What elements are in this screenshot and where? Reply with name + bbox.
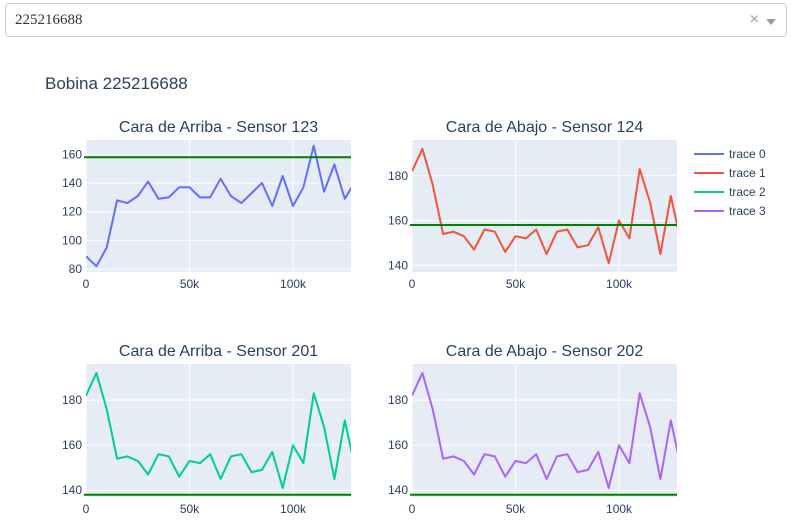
legend-label: trace 1 [729,166,766,180]
x-tick-label: 100k [606,502,633,516]
y-tick-label: 160 [388,214,408,228]
y-tick-label: 180 [62,393,82,407]
legend: trace 0 trace 1 trace 2 trace 3 [694,147,766,218]
series-line-trace-0 [86,144,351,268]
subplot-title: Cara de Abajo - Sensor 202 [446,343,644,360]
series-line-trace-3 [412,372,677,489]
y-tick-label: 120 [62,205,82,219]
x-tick-label: 50k [506,277,526,291]
legend-label: trace 3 [729,204,766,218]
y-tick-label: 160 [62,438,82,452]
plot-area-background [412,140,677,272]
x-tick-label: 100k [606,277,633,291]
y-tick-label: 140 [62,483,82,497]
y-tick-label: 140 [388,258,408,272]
x-tick-label: 100k [280,502,307,516]
y-tick-label: 180 [388,169,408,183]
subplot-4: 0 50k 100k 140 160 180 Cara de Abajo - Sensor … [388,343,677,516]
series-line-trace-1 [412,147,677,265]
subplot-1: 0 50k 100k 80 100 120 140 160 Cara de Arriba - S… [62,119,351,291]
plot-area-background [86,364,351,497]
x-tick-label: 100k [280,277,307,291]
figure-title: Bobina 225216688 [45,74,188,93]
subplot-3: 0 50k 100k 140 160 180 Cara de Arriba - Sensor… [62,343,351,516]
x-tick-label: 50k [180,277,200,291]
y-tick-label: 180 [388,393,408,407]
x-tick-label: 0 [83,277,90,291]
subplot-2: 0 50k 100k 140 160 180 Cara de Abajo - Sensor … [388,119,677,291]
y-tick-label: 140 [388,483,408,497]
caret-down-icon[interactable] [766,19,776,25]
y-tick-label: 160 [388,438,408,452]
subplot-title: Cara de Arriba - Sensor 123 [119,119,318,136]
y-tick-label: 160 [62,147,82,161]
x-tick-label: 0 [409,502,416,516]
x-tick-label: 0 [409,277,416,291]
y-tick-label: 100 [62,233,82,247]
x-tick-label: 50k [180,502,200,516]
plot-area-background [412,364,677,497]
subplot-title: Cara de Arriba - Sensor 201 [119,343,318,360]
clear-selection-icon[interactable]: × [749,11,759,28]
plot-area-background [86,140,351,272]
select-current-value: 225216688 [15,12,83,28]
x-tick-label: 0 [83,502,90,516]
y-tick-label: 140 [62,176,82,190]
legend-label: trace 2 [729,185,766,199]
subplot-title: Cara de Abajo - Sensor 124 [446,119,644,136]
y-tick-label: 80 [69,262,83,276]
coil-select-dropdown[interactable]: 225216688 × [5,3,787,37]
x-tick-label: 50k [506,502,526,516]
series-line-trace-2 [86,372,351,489]
legend-label: trace 0 [729,147,766,161]
